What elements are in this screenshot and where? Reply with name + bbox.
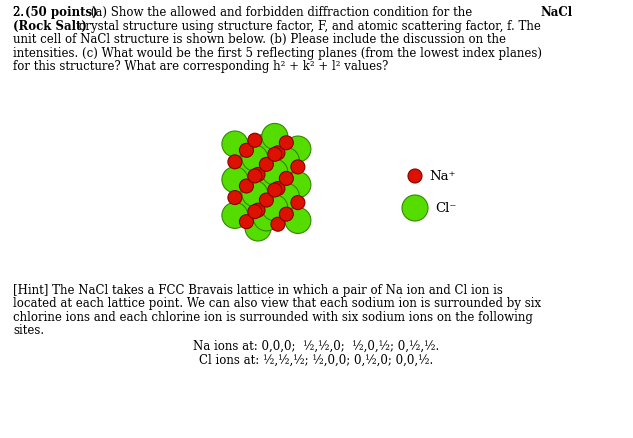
Text: (a) Show the allowed and forbidden diffraction condition for the: (a) Show the allowed and forbidden diffr… (87, 6, 476, 19)
Text: chlorine ions and each chlorine ion is surrounded with six sodium ions on the fo: chlorine ions and each chlorine ion is s… (13, 310, 533, 323)
Circle shape (285, 208, 311, 234)
Circle shape (260, 194, 273, 208)
Circle shape (268, 184, 282, 198)
Circle shape (291, 196, 305, 210)
Circle shape (248, 205, 262, 219)
Circle shape (273, 148, 299, 174)
Circle shape (228, 155, 242, 170)
Text: for this structure? What are corresponding h² + k² + l² values?: for this structure? What are correspondi… (13, 60, 389, 73)
Circle shape (242, 181, 268, 207)
Text: [Hint] The NaCl takes a FCC Bravais lattice in which a pair of Na ion and Cl ion: [Hint] The NaCl takes a FCC Bravais latt… (13, 283, 503, 297)
Text: 2.: 2. (13, 6, 28, 19)
Circle shape (268, 148, 282, 162)
Text: Cl⁻: Cl⁻ (435, 202, 456, 215)
Circle shape (265, 194, 291, 220)
Text: (Rock Salt): (Rock Salt) (13, 19, 87, 32)
Circle shape (265, 158, 291, 184)
Circle shape (239, 144, 253, 158)
Circle shape (228, 191, 242, 205)
Circle shape (408, 170, 422, 184)
Circle shape (253, 205, 279, 231)
Circle shape (234, 191, 260, 217)
Text: sites.: sites. (13, 324, 44, 337)
Circle shape (248, 134, 262, 148)
Circle shape (222, 132, 248, 158)
Circle shape (285, 172, 311, 198)
Circle shape (285, 137, 311, 162)
Text: crystal structure using structure factor, F, and atomic scattering factor, f. Th: crystal structure using structure factor… (75, 19, 541, 32)
Text: 2.: 2. (13, 6, 28, 19)
Circle shape (271, 182, 285, 196)
Circle shape (234, 156, 260, 182)
Circle shape (279, 172, 293, 186)
Circle shape (222, 203, 248, 229)
Circle shape (251, 204, 265, 218)
Circle shape (271, 218, 285, 232)
Circle shape (279, 208, 293, 222)
Text: (50 points): (50 points) (25, 6, 97, 19)
Circle shape (248, 170, 262, 184)
Text: Na ions at: 0,0,0;  ½,½,0;  ½,0,½; 0,½,½.: Na ions at: 0,0,0; ½,½,0; ½,0,½; 0,½,½. (193, 339, 439, 352)
Circle shape (239, 215, 253, 229)
Circle shape (262, 124, 288, 150)
Circle shape (273, 184, 299, 210)
Circle shape (262, 195, 288, 221)
Circle shape (242, 146, 268, 172)
Circle shape (245, 215, 271, 241)
Circle shape (279, 136, 293, 150)
Circle shape (245, 180, 271, 206)
Circle shape (260, 158, 273, 172)
Circle shape (239, 180, 253, 194)
Circle shape (222, 167, 248, 193)
Text: 2.: 2. (13, 6, 28, 19)
Circle shape (402, 195, 428, 222)
Circle shape (271, 146, 285, 160)
Circle shape (253, 134, 279, 160)
Text: unit cell of NaCl structure is shown below. (b) Please include the discussion on: unit cell of NaCl structure is shown bel… (13, 33, 506, 46)
Circle shape (262, 160, 288, 186)
Text: intensities. (c) What would be the first 5 reflecting planes (from the lowest in: intensities. (c) What would be the first… (13, 46, 542, 60)
Circle shape (245, 144, 271, 170)
Text: Na⁺: Na⁺ (429, 170, 456, 183)
Circle shape (251, 168, 265, 182)
Text: Cl ions at: ½,½,½; ½,0,0; 0,½,0; 0,0,½.: Cl ions at: ½,½,½; ½,0,0; 0,½,0; 0,0,½. (199, 353, 433, 366)
Circle shape (291, 160, 305, 174)
Text: located at each lattice point. We can also view that each sodium ion is surround: located at each lattice point. We can al… (13, 297, 541, 310)
Text: NaCl: NaCl (540, 6, 572, 19)
Circle shape (253, 170, 279, 196)
